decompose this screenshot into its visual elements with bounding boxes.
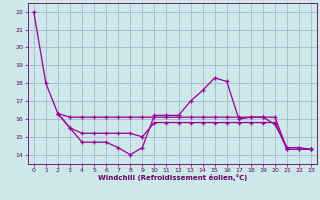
X-axis label: Windchill (Refroidissement éolien,°C): Windchill (Refroidissement éolien,°C) bbox=[98, 174, 247, 181]
